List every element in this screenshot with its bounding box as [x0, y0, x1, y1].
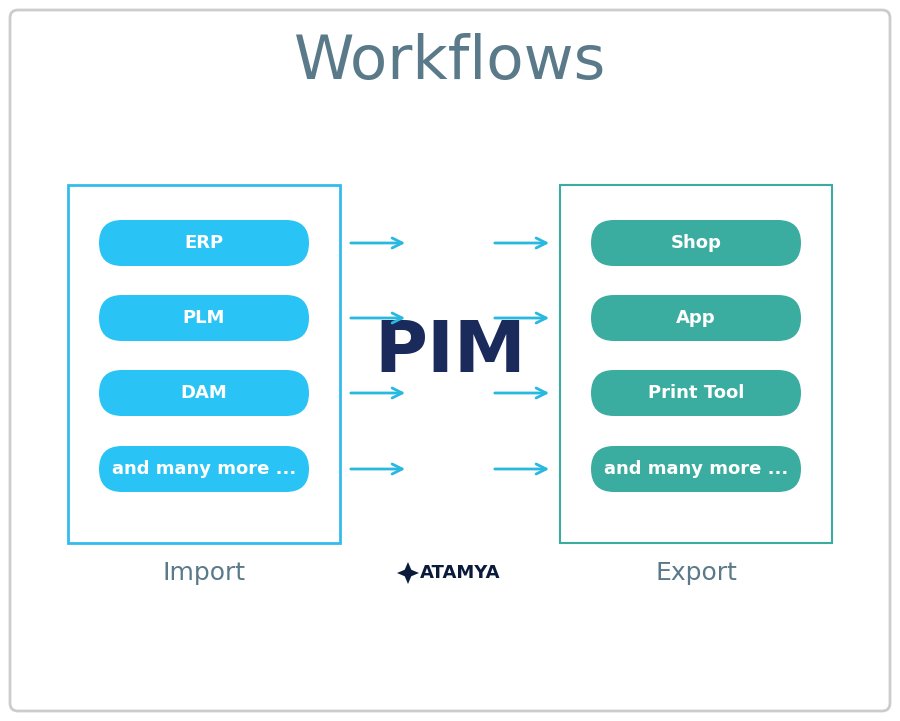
- Text: and many more ...: and many more ...: [604, 460, 788, 478]
- FancyBboxPatch shape: [591, 295, 801, 341]
- PathPatch shape: [397, 562, 419, 584]
- Text: Shop: Shop: [670, 234, 722, 252]
- Text: PLM: PLM: [183, 309, 225, 327]
- Text: ERP: ERP: [184, 234, 223, 252]
- FancyBboxPatch shape: [99, 220, 309, 266]
- FancyBboxPatch shape: [560, 185, 832, 543]
- FancyBboxPatch shape: [68, 185, 340, 543]
- FancyBboxPatch shape: [99, 295, 309, 341]
- FancyBboxPatch shape: [10, 10, 890, 711]
- Text: PIM: PIM: [374, 319, 526, 387]
- Text: Print Tool: Print Tool: [648, 384, 744, 402]
- FancyBboxPatch shape: [99, 370, 309, 416]
- FancyBboxPatch shape: [99, 446, 309, 492]
- FancyBboxPatch shape: [591, 370, 801, 416]
- Text: DAM: DAM: [181, 384, 228, 402]
- Text: App: App: [676, 309, 716, 327]
- FancyBboxPatch shape: [591, 446, 801, 492]
- Text: ATAMYA: ATAMYA: [419, 564, 500, 582]
- FancyBboxPatch shape: [591, 220, 801, 266]
- Text: Export: Export: [655, 561, 737, 585]
- Text: Import: Import: [162, 561, 246, 585]
- Text: and many more ...: and many more ...: [112, 460, 296, 478]
- Text: Workflows: Workflows: [293, 33, 607, 92]
